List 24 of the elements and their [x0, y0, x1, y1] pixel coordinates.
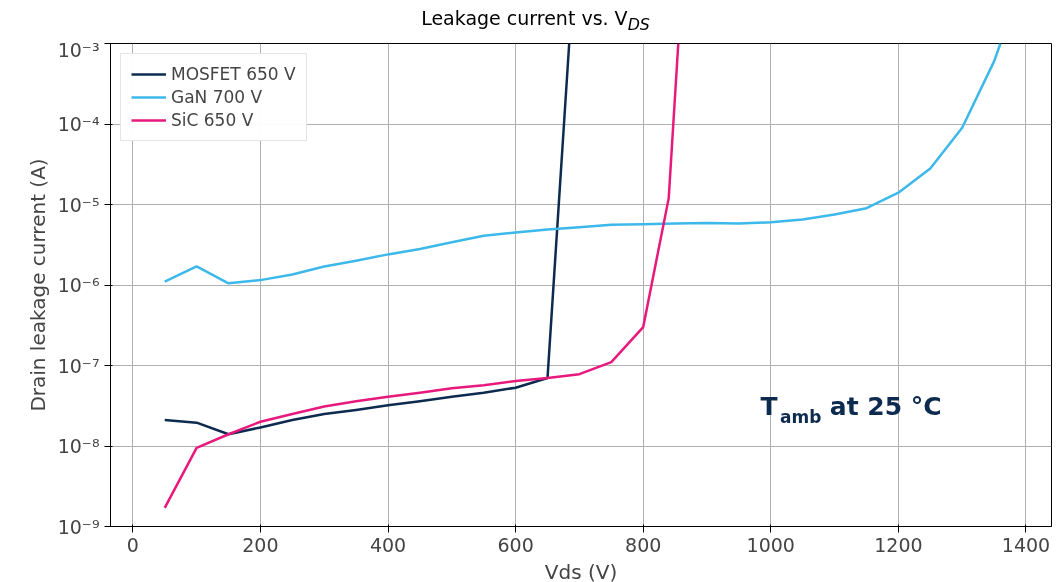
- x-tick-label: 0: [126, 533, 139, 556]
- y-tick-label: 10⁻⁹: [57, 515, 100, 538]
- y-tick-label: 10⁻⁵: [57, 193, 100, 216]
- x-tick-label: 1400: [1001, 533, 1051, 556]
- y-tick-label: 10⁻⁸: [57, 435, 100, 457]
- line-series: [163, 43, 1002, 285]
- legend-label: MOSFET 650 V: [171, 64, 296, 84]
- y-axis-title: Drain leakage current (A): [25, 158, 50, 412]
- y-tick-label: 10⁻³: [57, 38, 100, 61]
- legend-label: SiC 650 V: [171, 110, 254, 130]
- legend-label: GaN 700 V: [171, 87, 263, 107]
- y-tick-label: 10⁻⁶: [57, 274, 100, 296]
- chart-title: Leakage current vs. V$_{DS}$: [420, 6, 651, 36]
- y-tick-label: 10⁻⁷: [57, 354, 100, 377]
- x-tick-label: 200: [242, 533, 279, 556]
- line-series: [163, 43, 680, 510]
- x-axis-title: Vds (V): [544, 559, 618, 582]
- line-series: [163, 43, 571, 436]
- x-tick-label: 1200: [874, 533, 923, 556]
- x-tick-label: 800: [625, 533, 662, 556]
- y-tick-label: 10⁻⁴: [57, 113, 100, 135]
- x-tick-label: 600: [497, 533, 534, 556]
- x-tick-label: 400: [369, 533, 407, 556]
- x-tick-label: 1000: [746, 533, 795, 556]
